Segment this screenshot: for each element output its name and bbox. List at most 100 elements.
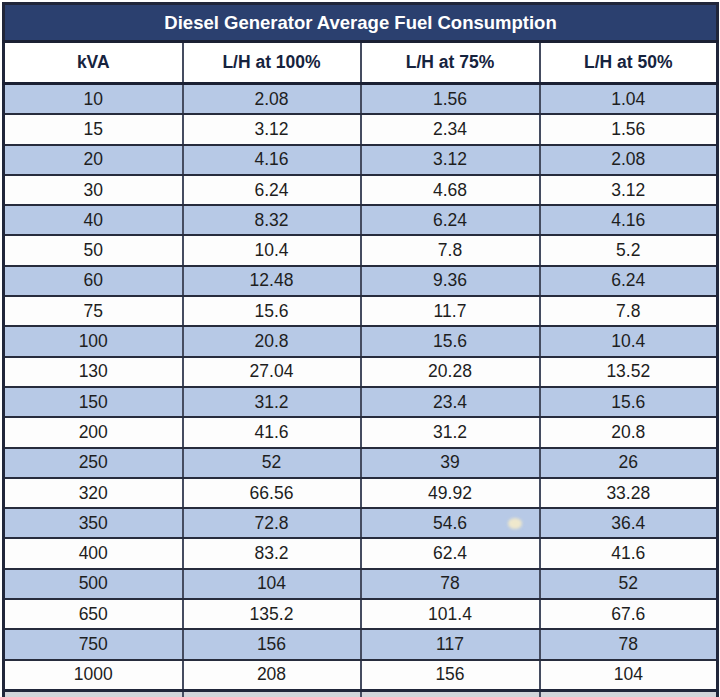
lh100-cell: 8.32 [183, 205, 361, 235]
kva-cell: 60 [4, 266, 183, 296]
column-header-lh100: L/H at 100% [183, 42, 361, 84]
lh50-cell: 1.04 [540, 84, 718, 115]
kva-cell: 75 [4, 296, 183, 326]
kva-cell: 320 [4, 478, 183, 508]
table-row: 650135.2101.467.6 [4, 599, 718, 629]
lh75-cell: 101.4 [361, 599, 540, 629]
lh100-cell: 15.6 [183, 296, 361, 326]
column-header-lh75: L/H at 75% [361, 42, 540, 84]
lh75-cell: 9.36 [361, 266, 540, 296]
partial-cell [4, 690, 183, 697]
lh100-cell: 31.2 [183, 387, 361, 417]
lh50-cell: 67.6 [540, 599, 718, 629]
kva-cell: 30 [4, 175, 183, 205]
kva-cell: 150 [4, 387, 183, 417]
lh100-cell: 41.6 [183, 417, 361, 447]
lh75-cell: 31.2 [361, 417, 540, 447]
kva-cell: 200 [4, 417, 183, 447]
lh50-cell: 4.16 [540, 205, 718, 235]
lh75-cell: 117 [361, 629, 540, 659]
lh100-cell: 3.12 [183, 114, 361, 144]
table-row: 1000208156104 [4, 660, 718, 691]
lh75-cell: 7.8 [361, 235, 540, 265]
lh50-cell: 7.8 [540, 296, 718, 326]
lh100-cell: 156 [183, 629, 361, 659]
lh100-cell: 83.2 [183, 538, 361, 568]
kva-cell: 750 [4, 629, 183, 659]
lh100-cell: 104 [183, 569, 361, 599]
lh75-cell: 39 [361, 448, 540, 478]
column-header-lh50: L/H at 50% [540, 42, 718, 84]
lh75-cell: 23.4 [361, 387, 540, 417]
table-row: 102.081.561.04 [4, 84, 718, 115]
lh50-cell: 20.8 [540, 417, 718, 447]
lh50-cell: 6.24 [540, 266, 718, 296]
lh50-cell: 13.52 [540, 357, 718, 387]
kva-cell: 500 [4, 569, 183, 599]
table-row: 32066.5649.9233.28 [4, 478, 718, 508]
lh100-cell: 12.48 [183, 266, 361, 296]
lh50-cell: 10.4 [540, 326, 718, 356]
kva-cell: 100 [4, 326, 183, 356]
lh75-cell: 54.6 [361, 508, 540, 538]
table-row: 153.122.341.56 [4, 114, 718, 144]
lh75-cell: 62.4 [361, 538, 540, 568]
lh100-cell: 6.24 [183, 175, 361, 205]
lh75-cell: 4.68 [361, 175, 540, 205]
table-row: 20041.631.220.8 [4, 417, 718, 447]
kva-cell: 40 [4, 205, 183, 235]
table-title: Diesel Generator Average Fuel Consumptio… [4, 4, 718, 42]
lh75-cell: 3.12 [361, 145, 540, 175]
table-row: 40083.262.441.6 [4, 538, 718, 568]
lh50-cell: 2.08 [540, 145, 718, 175]
lh75-cell: 6.24 [361, 205, 540, 235]
lh75-cell: 20.28 [361, 357, 540, 387]
kva-cell: 130 [4, 357, 183, 387]
kva-cell: 250 [4, 448, 183, 478]
kva-cell: 15 [4, 114, 183, 144]
lh75-cell: 11.7 [361, 296, 540, 326]
lh100-cell: 66.56 [183, 478, 361, 508]
lh50-cell: 36.4 [540, 508, 718, 538]
lh50-cell: 104 [540, 660, 718, 691]
lh75-cell: 156 [361, 660, 540, 691]
table-row: 5001047852 [4, 569, 718, 599]
lh75-cell: 49.92 [361, 478, 540, 508]
kva-cell: 20 [4, 145, 183, 175]
table-row: 35072.854.636.4 [4, 508, 718, 538]
lh75-cell: 2.34 [361, 114, 540, 144]
table-row: 15031.223.415.6 [4, 387, 718, 417]
column-header-kva: kVA [4, 42, 183, 84]
table-row: 250523926 [4, 448, 718, 478]
table-row: 10020.815.610.4 [4, 326, 718, 356]
lh100-cell: 10.4 [183, 235, 361, 265]
lh75-cell: 1.56 [361, 84, 540, 115]
table-row: 13027.0420.2813.52 [4, 357, 718, 387]
lh100-cell: 52 [183, 448, 361, 478]
lh50-cell: 41.6 [540, 538, 718, 568]
kva-cell: 400 [4, 538, 183, 568]
table-row: 204.163.122.08 [4, 145, 718, 175]
lh100-cell: 135.2 [183, 599, 361, 629]
partial-row [4, 690, 718, 697]
table-row: 408.326.244.16 [4, 205, 718, 235]
lh50-cell: 33.28 [540, 478, 718, 508]
lh50-cell: 26 [540, 448, 718, 478]
title-row: Diesel Generator Average Fuel Consumptio… [4, 4, 718, 42]
lh100-cell: 20.8 [183, 326, 361, 356]
kva-cell: 1000 [4, 660, 183, 691]
header-row: kVA L/H at 100% L/H at 75% L/H at 50% [4, 42, 718, 84]
table-row: 5010.47.85.2 [4, 235, 718, 265]
lh50-cell: 3.12 [540, 175, 718, 205]
lh100-cell: 4.16 [183, 145, 361, 175]
lh100-cell: 2.08 [183, 84, 361, 115]
lh50-cell: 78 [540, 629, 718, 659]
table-row: 6012.489.366.24 [4, 266, 718, 296]
table-row: 7515.611.77.8 [4, 296, 718, 326]
lh100-cell: 27.04 [183, 357, 361, 387]
fuel-consumption-table: Diesel Generator Average Fuel Consumptio… [2, 2, 719, 697]
lh50-cell: 15.6 [540, 387, 718, 417]
kva-cell: 650 [4, 599, 183, 629]
table-row: 306.244.683.12 [4, 175, 718, 205]
partial-cell [361, 690, 540, 697]
